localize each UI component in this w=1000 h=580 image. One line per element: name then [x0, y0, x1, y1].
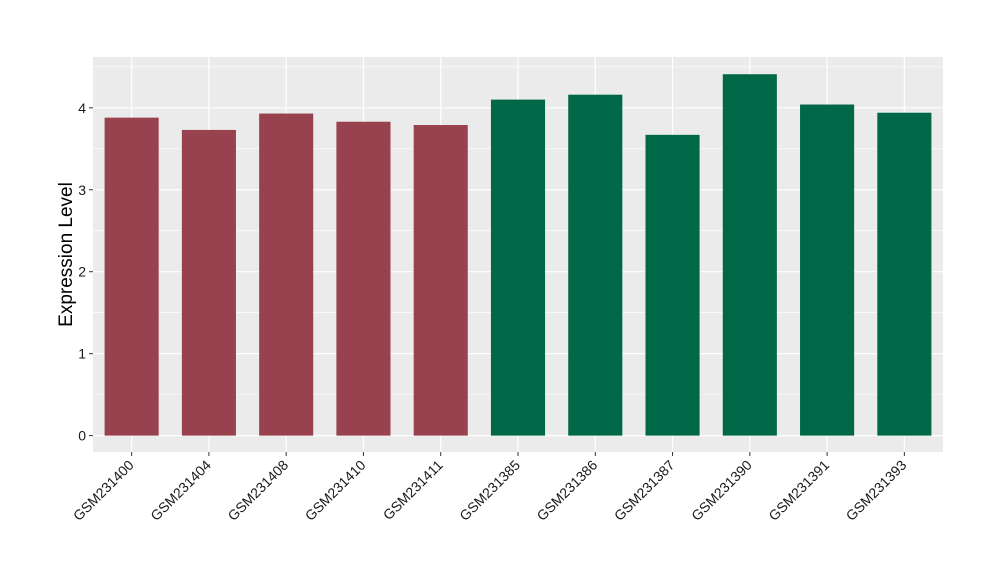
- x-tick-label: GSM231390: [688, 457, 755, 524]
- bar-GSM231408: [259, 113, 314, 436]
- x-tick-label: GSM231404: [147, 457, 214, 524]
- x-tick-label: GSM231411: [380, 457, 446, 523]
- x-axis: GSM231400 GSM231404 GSM231408 GSM231410 GSM2…: [70, 452, 910, 524]
- bar-GSM231404: [181, 129, 236, 436]
- bar-GSM231391: [800, 104, 855, 436]
- x-tick-label: GSM231400: [70, 457, 137, 524]
- y-tick-label: 3: [78, 182, 86, 198]
- y-tick-label: 0: [78, 428, 86, 444]
- bars: [104, 74, 932, 436]
- bar-GSM231385: [490, 99, 546, 436]
- y-tick-label: 2: [78, 264, 86, 280]
- y-axis: 0 1 2 3 4: [78, 100, 93, 444]
- x-tick-label: GSM231391: [765, 457, 832, 524]
- bar-GSM231386: [568, 94, 623, 436]
- x-tick-label: GSM231387: [611, 457, 678, 524]
- bar-GSM231400: [104, 117, 159, 436]
- x-tick-label: GSM231385: [456, 457, 523, 524]
- bar-GSM231410: [336, 121, 391, 436]
- x-tick-label: GSM231410: [302, 457, 369, 524]
- y-axis-title: Expression Level: [56, 182, 77, 327]
- bar-GSM231387: [645, 134, 700, 436]
- bar-GSM231390: [722, 74, 777, 436]
- bar-GSM231411: [413, 125, 468, 436]
- x-tick-label: GSM231408: [224, 457, 291, 524]
- y-tick-label: 4: [78, 100, 86, 116]
- y-tick-label: 1: [78, 346, 86, 362]
- x-tick-label: GSM231386: [533, 457, 600, 524]
- x-tick-label: GSM231393: [843, 457, 910, 524]
- bar-GSM231393: [877, 112, 932, 436]
